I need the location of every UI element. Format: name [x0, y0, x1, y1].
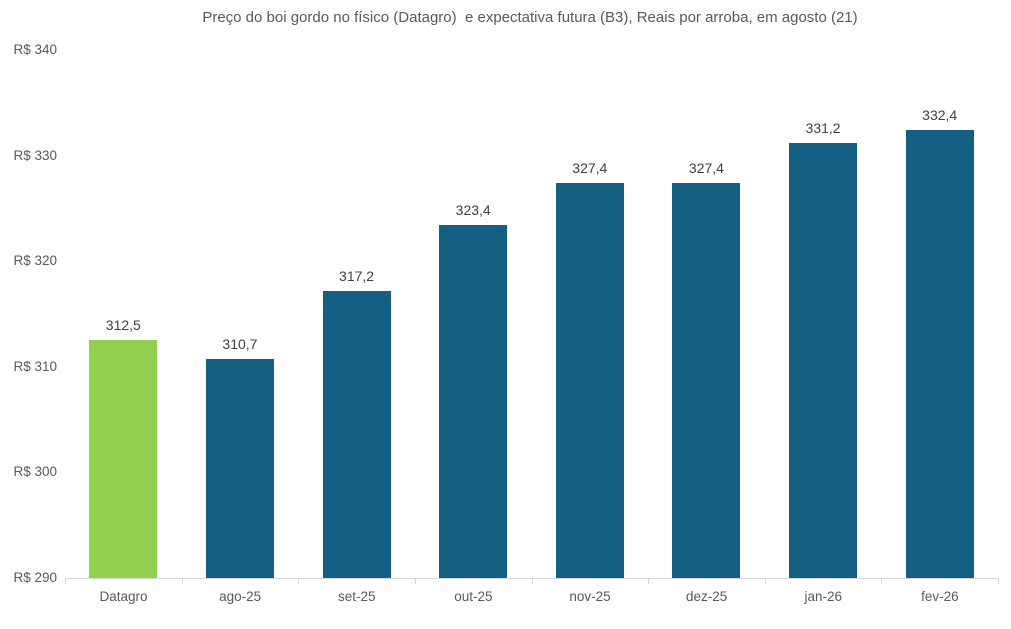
- x-axis-category-label: dez-25: [685, 589, 728, 604]
- bar-value-label: 317,2: [339, 267, 375, 284]
- bar-datagro: [89, 340, 158, 578]
- x-axis-tick-mark: [648, 578, 650, 584]
- x-axis-category-label: out-25: [454, 589, 493, 604]
- bar-value-label: 310,7: [222, 336, 258, 353]
- bar-ago-25: [205, 359, 274, 578]
- bar-value-label: 323,4: [455, 202, 491, 219]
- x-axis-tick-mark: [531, 578, 533, 584]
- x-axis-category-label: nov-25: [569, 589, 611, 604]
- bar-value-label: 332,4: [922, 107, 958, 124]
- y-axis-tick-label: R$ 310: [13, 358, 57, 374]
- bar-set-25: [322, 290, 391, 578]
- x-axis-tick-mark: [181, 578, 183, 584]
- y-axis-tick-label: R$ 340: [13, 42, 57, 57]
- x-axis-tick-mark: [298, 578, 300, 584]
- bar-nov-25: [555, 183, 624, 578]
- x-axis-category-label: fev-26: [921, 589, 959, 604]
- bar-jan-26: [789, 142, 858, 578]
- x-axis-category-label: set-25: [337, 589, 376, 604]
- y-axis: R$ 290 R$ 300 R$ 310 R$ 320 R$ 330 R$ 340: [0, 0, 57, 629]
- bar-value-label: 327,4: [688, 160, 724, 177]
- y-axis-tick-label: R$ 330: [13, 147, 57, 163]
- bar-value-label: 312,5: [105, 317, 141, 334]
- bar-value-label: 327,4: [572, 160, 608, 177]
- bar-fev-26: [905, 130, 974, 578]
- bar-out-25: [439, 225, 508, 578]
- x-axis-tick-mark: [998, 578, 999, 584]
- x-axis-category-label: Datagro: [99, 589, 148, 604]
- x-axis-tick-mark: [881, 578, 883, 584]
- bar-dez-25: [672, 183, 741, 578]
- bar-value-label: 331,2: [805, 119, 841, 136]
- y-axis-tick-label: R$ 300: [13, 464, 57, 480]
- chart-title: Preço do boi gordo no físico (Datagro) e…: [202, 9, 858, 26]
- x-axis-category-label: ago-25: [219, 589, 262, 604]
- x-axis-tick-mark: [65, 578, 66, 584]
- y-axis-tick-label: R$ 290: [13, 570, 57, 585]
- x-axis-category-label: jan-26: [804, 589, 843, 604]
- y-axis-tick-label: R$ 320: [13, 253, 57, 269]
- x-axis-tick-mark: [764, 578, 766, 584]
- x-axis-tick-mark: [414, 578, 416, 584]
